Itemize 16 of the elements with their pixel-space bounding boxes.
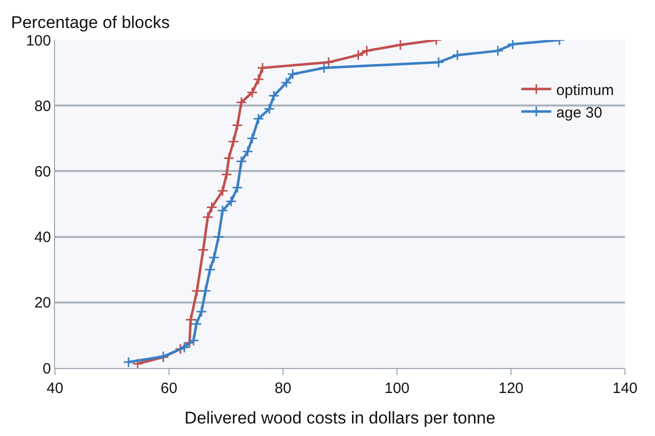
y-axis-title: Percentage of blocks: [11, 13, 170, 32]
y-tick-label: 60: [34, 163, 51, 180]
legend-label: optimum: [556, 82, 614, 99]
x-tick-label: 140: [612, 380, 638, 397]
y-tick-label: 100: [26, 32, 51, 50]
legend-label: age 30: [556, 104, 602, 122]
x-tick-label: 60: [160, 380, 178, 397]
y-tick-label: 20: [34, 294, 51, 312]
x-axis-title: Delivered wood costs in dollars per tonne: [184, 408, 496, 428]
x-tick-label: 40: [46, 380, 64, 397]
y-tick-label: 0: [42, 360, 51, 378]
y-tick-label: 40: [34, 229, 51, 246]
y-tick-label: 80: [34, 98, 51, 115]
x-tick-label: 80: [274, 380, 292, 397]
x-tick-label: 100: [384, 380, 410, 397]
x-tick-label: 120: [498, 380, 524, 397]
